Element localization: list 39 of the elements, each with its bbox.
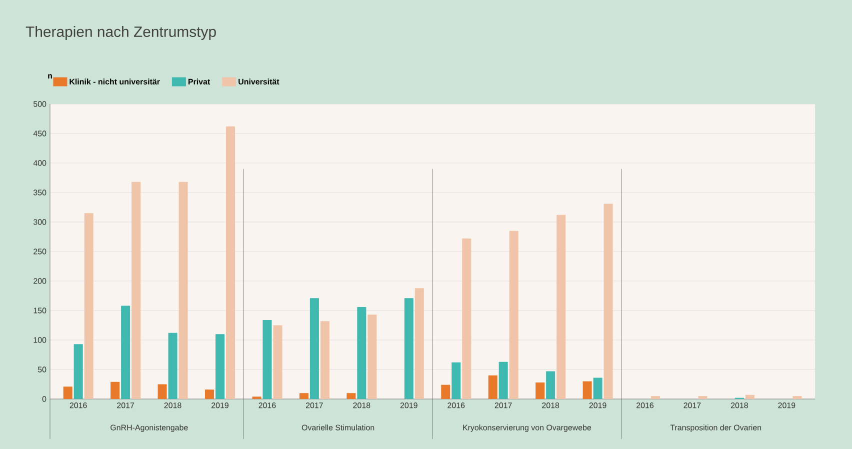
bar: [84, 213, 94, 399]
bar: [178, 182, 188, 399]
bar: [441, 384, 450, 399]
bar: [310, 298, 319, 399]
bar: [462, 238, 472, 399]
bar: [273, 325, 282, 399]
bar: [498, 362, 508, 399]
bar: [262, 320, 272, 399]
bar: [299, 393, 308, 399]
bar: [698, 396, 708, 399]
bar: [488, 375, 498, 399]
bar: [226, 126, 236, 399]
bar: [452, 362, 461, 399]
bar: [216, 334, 225, 399]
bar: [546, 371, 556, 399]
bar: [593, 378, 602, 399]
bar: [121, 306, 130, 399]
bar: [63, 386, 72, 399]
bar: [556, 214, 566, 399]
bar: [320, 321, 330, 399]
bar: [651, 396, 660, 399]
bar: [74, 344, 83, 399]
bar: [536, 382, 545, 399]
bar: [205, 390, 214, 399]
bar: [368, 314, 377, 399]
bar: [404, 298, 414, 399]
bar: [414, 288, 424, 399]
bar: [346, 393, 356, 399]
bar: [582, 381, 592, 399]
bar: [604, 204, 613, 399]
chart-title: Therapien nach Zentrumstyp: [26, 26, 216, 40]
bar: [132, 182, 141, 399]
bar: [357, 306, 366, 399]
bar: [110, 382, 120, 399]
bar: [792, 396, 802, 399]
bar: [509, 230, 518, 399]
bar: [158, 384, 167, 399]
bar: [745, 394, 754, 399]
bar: [168, 332, 178, 399]
